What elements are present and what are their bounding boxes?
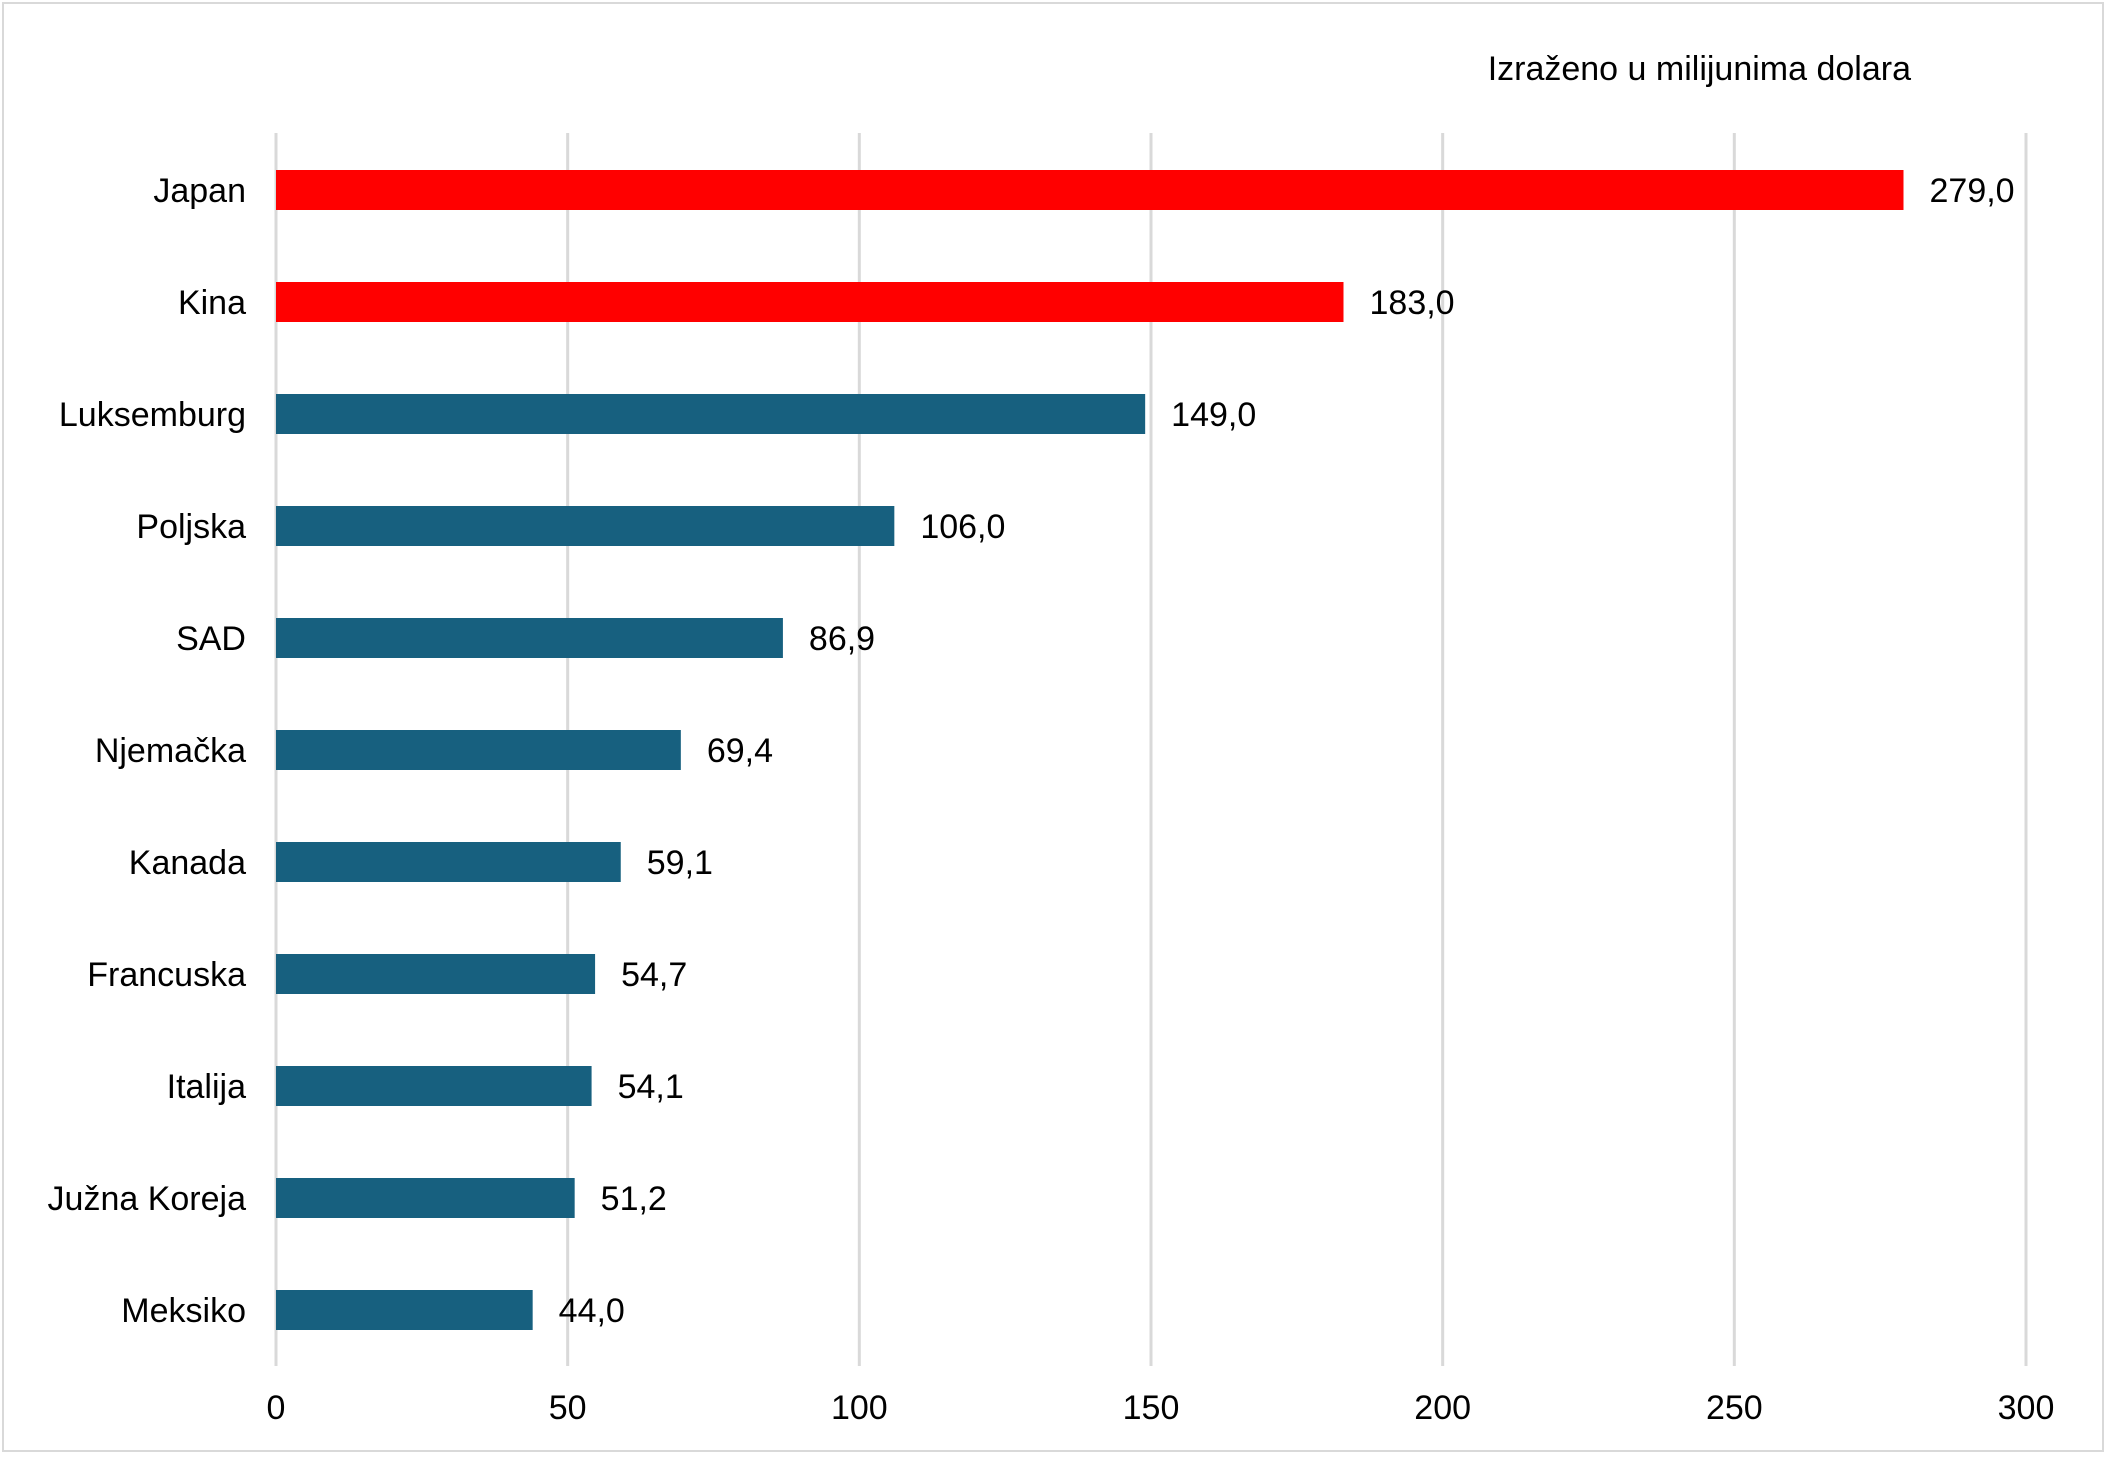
category-label: Poljska — [136, 508, 246, 546]
bars — [276, 170, 1904, 1330]
value-label: 51,2 — [601, 1180, 667, 1218]
bar — [276, 1178, 575, 1218]
bar — [276, 506, 895, 546]
x-tick-label: 100 — [831, 1389, 888, 1427]
category-label: Njemačka — [95, 732, 246, 770]
bar — [276, 394, 1146, 434]
category-label: Južna Koreja — [48, 1180, 247, 1218]
bar — [276, 954, 596, 994]
value-label: 106,0 — [920, 508, 1005, 546]
bar — [276, 730, 681, 770]
gridlines — [274, 133, 2028, 1366]
x-tick-label: 0 — [267, 1389, 286, 1427]
value-label: 44,0 — [559, 1292, 625, 1330]
x-tick-label: 50 — [549, 1389, 587, 1427]
category-label: SAD — [176, 620, 246, 658]
x-tick-label: 300 — [1998, 1389, 2055, 1427]
value-label: 183,0 — [1370, 284, 1455, 322]
value-label: 54,1 — [618, 1068, 684, 1106]
category-label: Francuska — [87, 956, 246, 994]
bar — [276, 842, 621, 882]
bar — [276, 170, 1904, 210]
x-tick-label: 150 — [1123, 1389, 1180, 1427]
category-label: Kanada — [129, 844, 246, 882]
value-label: 59,1 — [647, 844, 713, 882]
category-label: Kina — [178, 284, 246, 322]
value-label: 279,0 — [1930, 172, 2015, 210]
category-label: Luksemburg — [59, 396, 246, 434]
value-label: 69,4 — [707, 732, 773, 770]
category-labels: Japan Kina Luksemburg Poljska SAD Njemačka Kan… — [48, 172, 247, 1330]
x-tick-label: 250 — [1706, 1389, 1763, 1427]
category-label: Japan — [153, 172, 246, 210]
category-label: Meksiko — [121, 1292, 246, 1330]
category-label: Italija — [167, 1068, 246, 1106]
value-label: 54,7 — [621, 956, 687, 994]
x-tick-label: 200 — [1414, 1389, 1471, 1427]
bar — [276, 282, 1344, 322]
bar — [276, 1066, 592, 1106]
bar — [276, 618, 783, 658]
value-label: 86,9 — [809, 620, 875, 658]
value-label: 149,0 — [1171, 396, 1256, 434]
x-tick-labels: 0 50 100 150 200 250 300 — [267, 1389, 2055, 1427]
value-labels: 279,0 183,0 149,0 106,0 86,9 69,4 59,1 54,7 54,1… — [559, 172, 2015, 1330]
unit-note: Izraženo u milijunima dolara — [1487, 50, 1911, 88]
bar — [276, 1290, 533, 1330]
